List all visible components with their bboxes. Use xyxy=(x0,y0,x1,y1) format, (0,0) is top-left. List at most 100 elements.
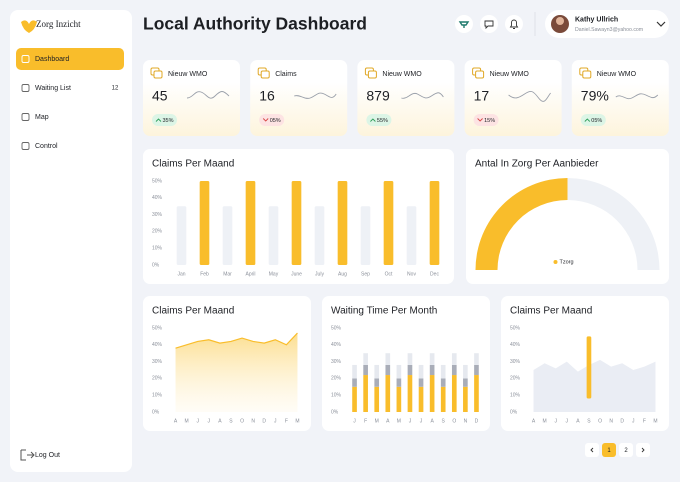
y-tick-label: 10% xyxy=(331,393,342,399)
y-tick-label: 0% xyxy=(331,409,339,415)
bar-segment xyxy=(374,386,380,412)
bar xyxy=(199,181,210,265)
x-tick-label: N xyxy=(464,418,468,424)
y-tick-label: 40% xyxy=(331,342,342,348)
x-tick-label: A xyxy=(532,418,536,424)
x-tick-label: O xyxy=(598,418,602,424)
bar-segment xyxy=(451,364,457,376)
x-tick-label: N xyxy=(609,418,613,424)
kpi-change: 55% xyxy=(377,118,388,124)
bar-segment xyxy=(385,353,391,365)
bar-segment xyxy=(374,364,380,379)
area-fill xyxy=(175,333,298,412)
x-tick-label: Sep xyxy=(361,271,370,277)
x-tick-label: A xyxy=(576,418,580,424)
messages-button[interactable] xyxy=(480,15,498,33)
kpi-sparkline xyxy=(186,91,230,99)
bar-segment xyxy=(352,364,357,379)
brand-logo xyxy=(21,20,37,33)
chart-title: Claims Per Maand xyxy=(510,306,592,317)
y-tick-label: 30% xyxy=(331,359,342,365)
bar-segment xyxy=(440,378,446,387)
bar-segment xyxy=(396,378,402,387)
bar-segment xyxy=(440,364,446,379)
bar xyxy=(176,206,187,265)
user-card[interactable] xyxy=(545,10,669,38)
kpi-row: Nieuw WMO 45 35% Claims 16 05% Nieuw WMO 879 55%… xyxy=(143,60,669,136)
y-tick-label: 10% xyxy=(152,393,163,399)
kpi-trend-arrow xyxy=(262,118,269,122)
menu-icon xyxy=(21,55,30,63)
x-tick-label: J xyxy=(274,418,277,424)
x-tick-label: D xyxy=(475,418,479,424)
page-button[interactable] xyxy=(602,443,616,457)
y-tick-label: 30% xyxy=(152,212,163,218)
menu-item[interactable]: Map xyxy=(35,114,49,121)
bar-segment xyxy=(363,375,368,412)
menu-item[interactable]: Waiting List xyxy=(35,85,71,92)
x-tick-label: J xyxy=(632,418,635,424)
bar xyxy=(383,181,394,265)
charts: Claims Per Maand 0% 10% 20% 30% 40% 50% Jan Feb M… xyxy=(143,149,669,431)
kpi-label: Claims xyxy=(275,71,297,78)
page-number[interactable]: 2 xyxy=(624,448,628,454)
bar xyxy=(222,206,233,265)
bar-segment xyxy=(407,364,413,376)
x-tick-label: June xyxy=(291,271,302,277)
gauge-segment xyxy=(567,178,660,270)
prev-page[interactable] xyxy=(585,443,599,457)
x-tick-label: D xyxy=(620,418,624,424)
page-button[interactable] xyxy=(619,443,633,457)
x-tick-label: F xyxy=(285,418,288,424)
x-tick-label: J xyxy=(353,418,356,424)
user-email: Daniel.Sawayn3@yahoo.com xyxy=(575,27,643,33)
y-tick-label: 50% xyxy=(152,325,163,331)
bar-segment xyxy=(396,364,402,379)
bar xyxy=(291,181,302,265)
logout[interactable]: Log Out xyxy=(35,452,60,459)
menu-item-active[interactable] xyxy=(16,48,124,70)
x-tick-label: J xyxy=(409,418,412,424)
area-fill xyxy=(533,359,656,412)
bar-segment xyxy=(429,364,435,376)
menu-item[interactable]: Dashboard xyxy=(35,56,69,63)
kpi-change: 05% xyxy=(270,118,281,124)
y-tick-label: 20% xyxy=(510,376,521,382)
x-tick-label: Dec xyxy=(430,271,439,277)
kpi-icon xyxy=(582,70,592,79)
bar-segment xyxy=(418,386,424,412)
x-tick-label: M xyxy=(295,418,299,424)
kpi-change: 15% xyxy=(484,118,495,124)
y-tick-label: 40% xyxy=(510,342,521,348)
y-tick-label: 30% xyxy=(510,359,521,365)
x-tick-label: July xyxy=(315,271,324,277)
menu-item[interactable]: Control xyxy=(35,143,58,150)
bar-segment xyxy=(352,378,357,387)
kpi-label: Nieuw WMO xyxy=(490,71,530,78)
x-tick-label: N xyxy=(251,418,255,424)
kpi-sparkline xyxy=(294,92,337,99)
y-tick-label: 50% xyxy=(152,178,163,184)
bar xyxy=(245,181,256,265)
x-tick-label: M xyxy=(653,418,657,424)
icon xyxy=(458,21,470,28)
y-tick-label: 40% xyxy=(152,195,163,201)
notifications-button[interactable] xyxy=(455,15,473,33)
x-tick-label: O xyxy=(240,418,244,424)
user-menu-chevron[interactable] xyxy=(656,21,666,27)
bar-segment xyxy=(451,353,457,365)
x-tick-label: J xyxy=(566,418,569,424)
page-number[interactable]: 1 xyxy=(607,448,611,454)
chart-title: Antal In Zorg Per Aanbieder xyxy=(475,159,599,170)
prev-arrow xyxy=(590,447,594,453)
bar-segment xyxy=(463,364,468,379)
bar-segment xyxy=(385,364,391,376)
alerts-button[interactable] xyxy=(505,15,523,33)
next-page[interactable] xyxy=(636,443,650,457)
x-tick-label: A xyxy=(218,418,222,424)
icon xyxy=(509,19,519,29)
menu-badge: 12 xyxy=(112,86,119,92)
x-tick-label: Nov xyxy=(407,271,416,277)
